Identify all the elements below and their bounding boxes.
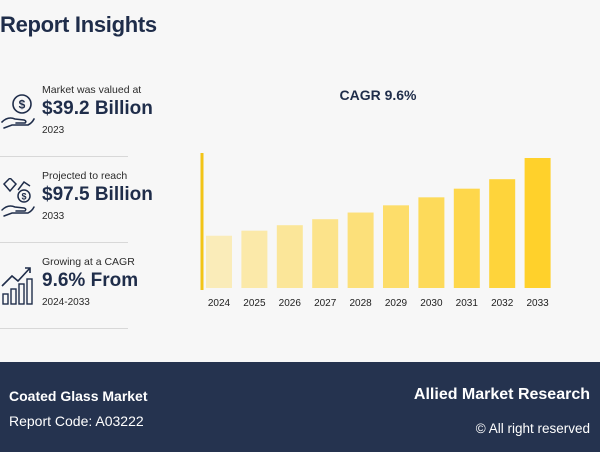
stat-label: Projected to reach: [42, 170, 128, 182]
copyright: © All right reserved: [475, 421, 590, 436]
bar-growth-icon: [1, 267, 33, 305]
bar-2025: [241, 230, 268, 288]
market-name: Coated Glass Market: [9, 388, 148, 404]
x-tick-label: 2029: [385, 298, 408, 309]
bar-2029: [383, 205, 409, 288]
diamond-growth-icon: $: [1, 178, 35, 217]
x-tick-label: 2031: [456, 298, 479, 309]
x-tick-label: 2026: [279, 298, 302, 309]
svg-text:$: $: [19, 98, 26, 112]
stat-year: 2033: [42, 211, 65, 222]
stat-market-value: $ Market was valued at $39.2 Billion 202…: [0, 72, 153, 157]
brand-name: Allied Market Research: [413, 386, 590, 403]
stat-cagr: Growing at a CAGR 9.6% From 2024-2033: [0, 244, 138, 329]
bar-chart: CAGR 9.6% 2024 2025 2026 2027 2028 2029 2030 20…: [200, 87, 551, 309]
x-tick-label: 2033: [526, 298, 549, 309]
stat-year: 2024-2033: [42, 297, 90, 308]
page-title: Report Insights: [0, 12, 157, 37]
stat-value: 9.6% From: [42, 270, 139, 291]
bar-2031: [453, 188, 480, 288]
x-tick-label: 2025: [243, 298, 266, 309]
x-tick-label: 2032: [491, 298, 514, 309]
stat-label: Market was valued at: [42, 84, 142, 96]
stat-value: $97.5 Billion: [42, 184, 153, 205]
stat-value: $39.2 Billion: [42, 98, 153, 119]
x-tick-label: 2027: [314, 298, 337, 309]
x-tick-label: 2030: [420, 298, 443, 309]
stat-label: Growing at a CAGR: [42, 256, 135, 268]
bar-2032: [489, 179, 516, 288]
stat-projected-value: $ Projected to reach $97.5 Billion 2033: [0, 158, 153, 243]
bar-2027: [312, 219, 339, 288]
footer-bar: Coated Glass Market Report Code: A03222 …: [0, 362, 600, 452]
bar-2028: [347, 212, 374, 288]
bar-2024: [206, 235, 232, 288]
bar-2026: [276, 225, 303, 288]
report-code: Report Code: A03222: [9, 413, 144, 429]
x-tick-label: 2024: [208, 298, 231, 309]
bar-2033: [524, 158, 551, 288]
money-hand-icon: $: [1, 94, 35, 129]
chart-title: CAGR 9.6%: [339, 87, 417, 103]
x-tick-label: 2028: [349, 298, 372, 309]
svg-text:$: $: [21, 192, 26, 202]
bar-2030: [418, 197, 445, 288]
stat-year: 2023: [42, 125, 65, 136]
